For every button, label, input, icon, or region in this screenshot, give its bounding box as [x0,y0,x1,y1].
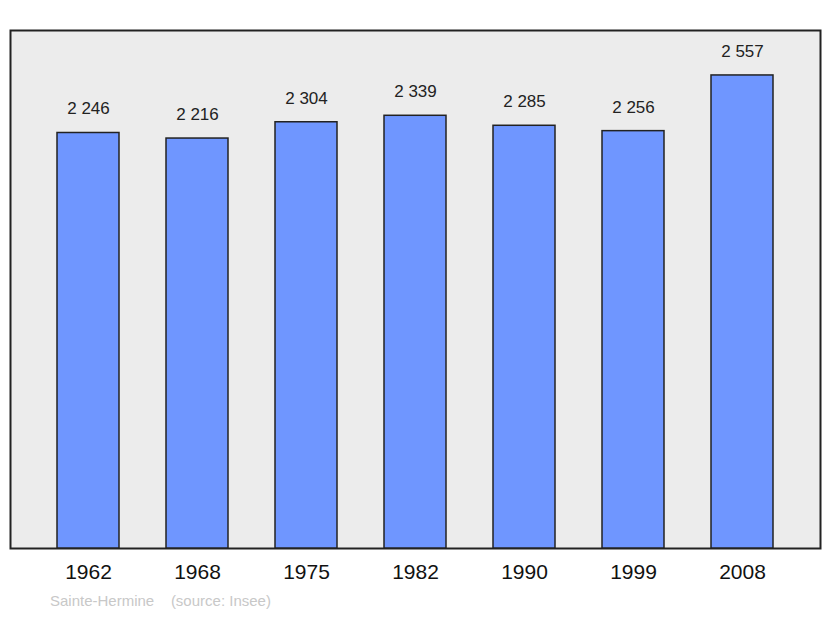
svg-text:2008: 2008 [719,560,766,583]
svg-text:2 216: 2 216 [176,105,219,124]
svg-text:1962: 1962 [65,560,112,583]
svg-text:1975: 1975 [283,560,330,583]
svg-text:2 557: 2 557 [721,42,764,61]
svg-text:1968: 1968 [174,560,221,583]
svg-text:1982: 1982 [392,560,439,583]
svg-text:1990: 1990 [501,560,548,583]
svg-text:2 285: 2 285 [503,92,546,111]
svg-text:2 339: 2 339 [394,82,437,101]
svg-text:2 246: 2 246 [67,99,110,118]
svg-text:1999: 1999 [610,560,657,583]
svg-text:2 304: 2 304 [285,89,328,108]
svg-text:2 256: 2 256 [612,98,655,117]
html-text:Sainte-Hermine (source: Insee): Sainte-Hermine (source: Insee) [50,592,271,609]
